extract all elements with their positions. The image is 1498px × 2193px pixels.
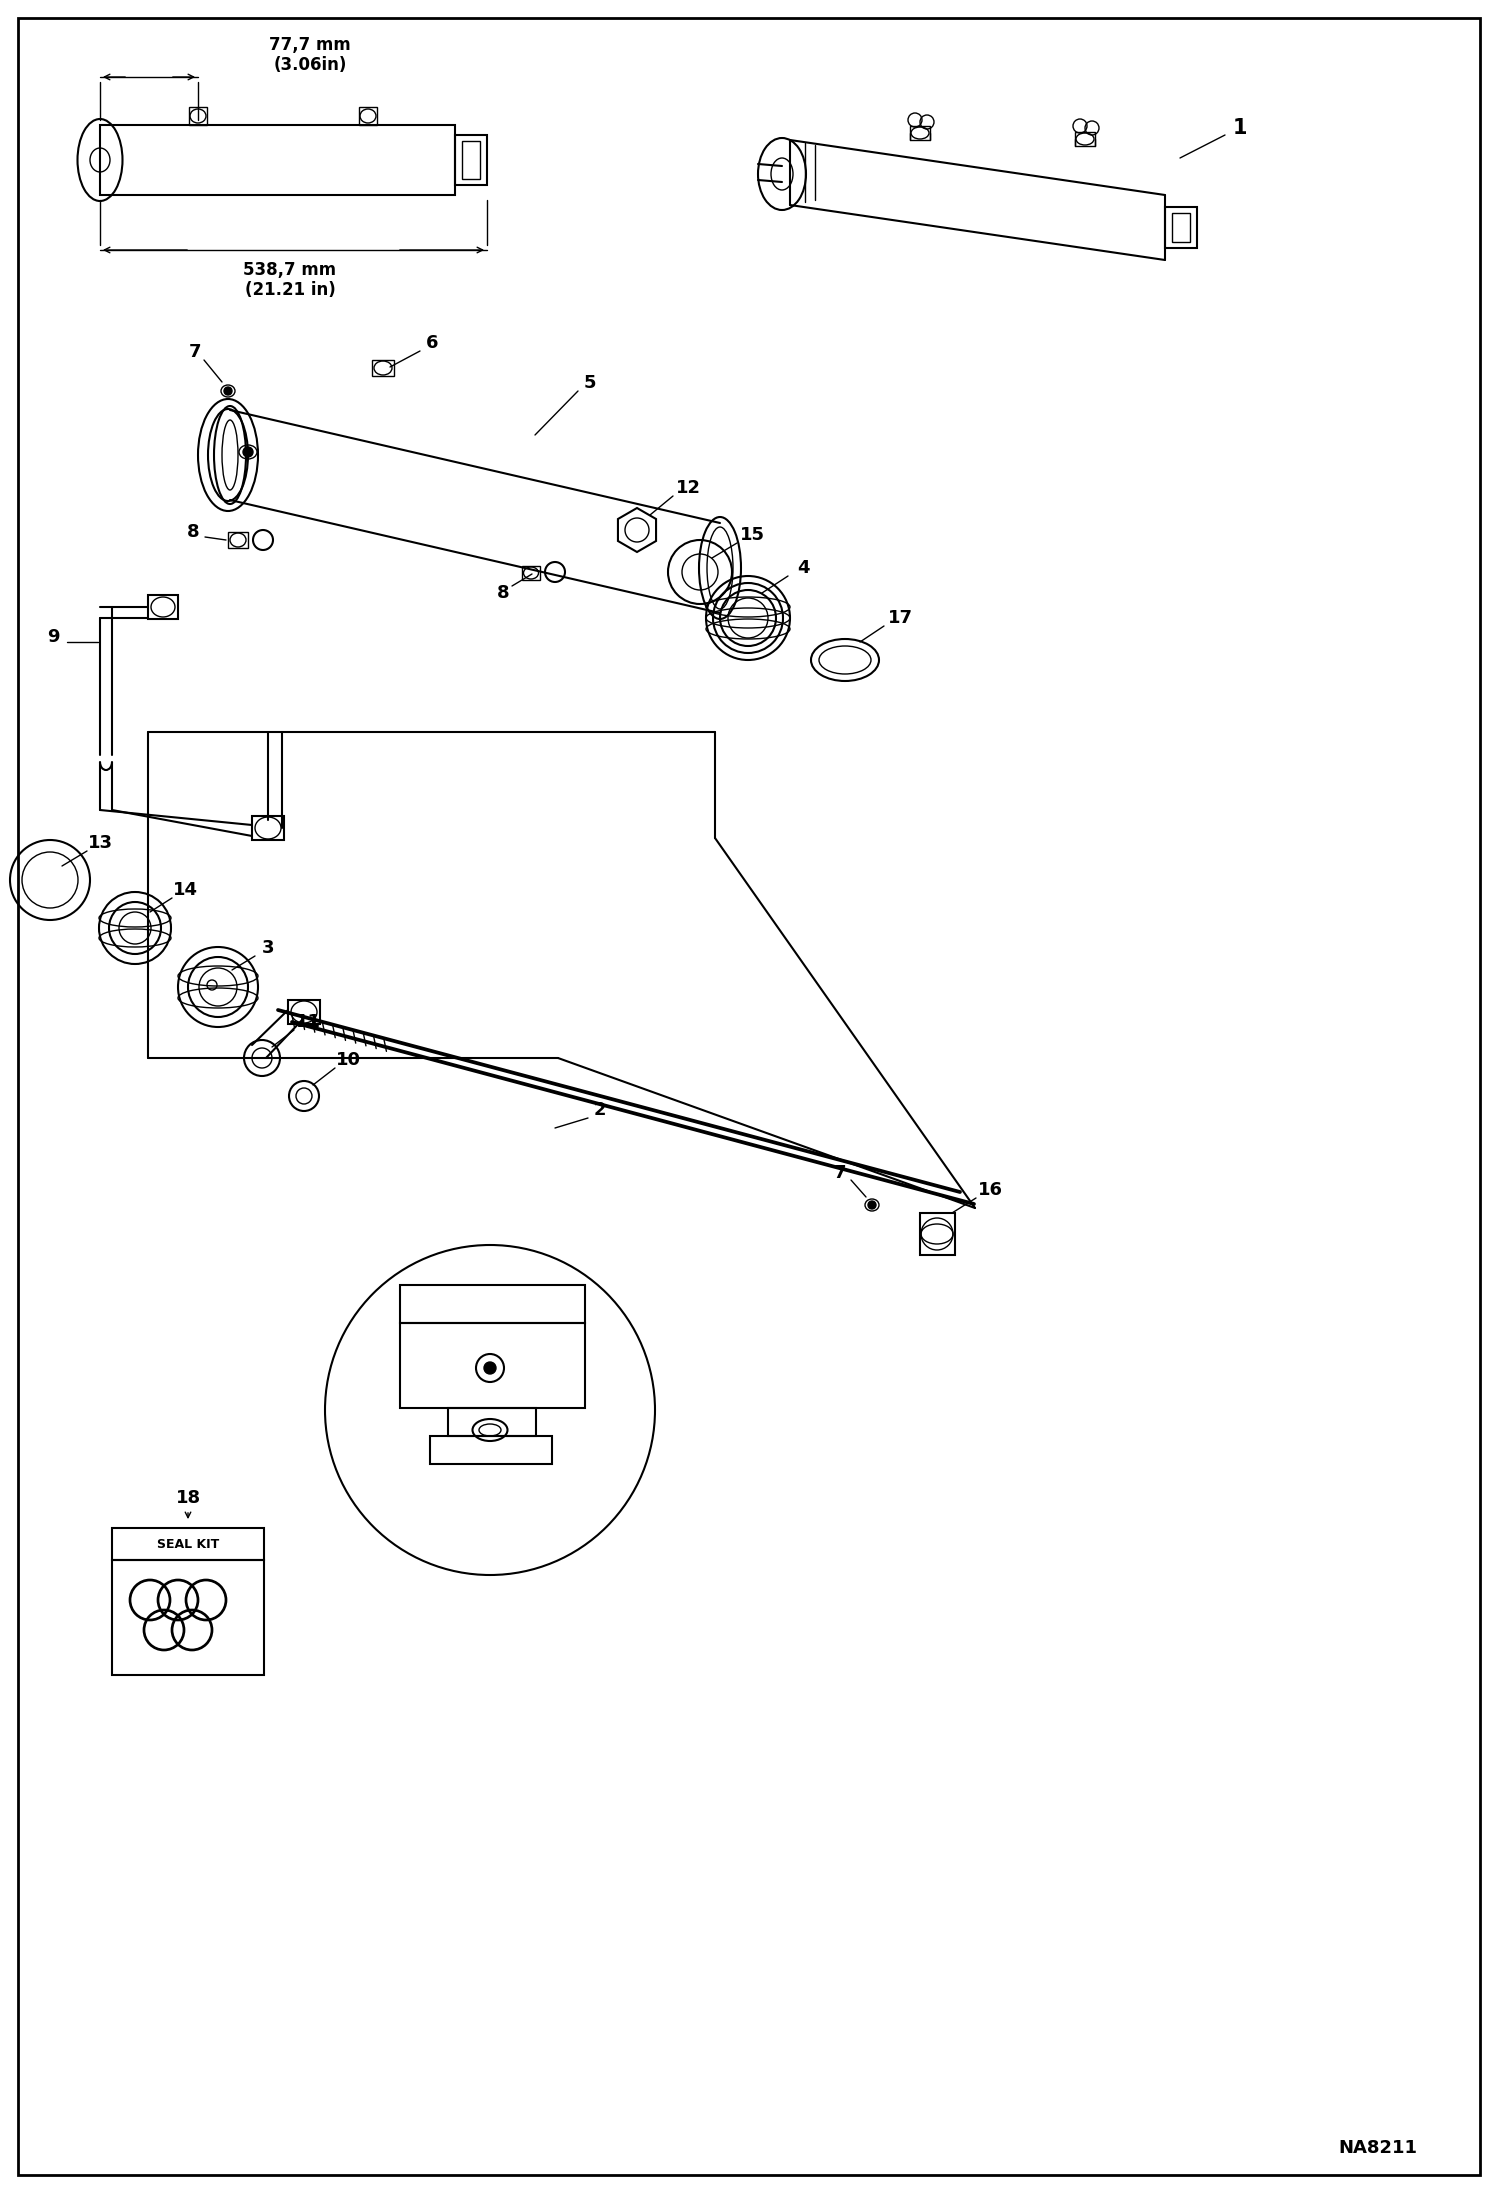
Bar <box>228 533 249 548</box>
Text: 17: 17 <box>887 610 912 627</box>
Text: 14: 14 <box>172 882 198 899</box>
Bar <box>1165 206 1197 248</box>
Text: 77,7 mm
(3.06in): 77,7 mm (3.06in) <box>270 35 351 75</box>
Text: 5: 5 <box>584 375 596 393</box>
Bar <box>112 1529 264 1559</box>
Text: 15: 15 <box>740 526 764 544</box>
Bar <box>521 566 539 579</box>
Text: 1: 1 <box>1233 118 1248 138</box>
Bar <box>1171 213 1189 241</box>
Bar <box>455 136 487 184</box>
Text: 13: 13 <box>87 833 112 853</box>
Text: 10: 10 <box>336 1050 361 1068</box>
Bar <box>360 107 377 125</box>
Bar <box>430 1436 551 1465</box>
Circle shape <box>867 1202 876 1208</box>
Text: 9: 9 <box>46 627 60 647</box>
Text: NA8211: NA8211 <box>1339 2138 1417 2158</box>
Circle shape <box>225 386 232 395</box>
Text: 3: 3 <box>262 939 274 956</box>
Bar <box>252 816 285 840</box>
Text: 16: 16 <box>978 1182 1002 1200</box>
Bar <box>1076 132 1095 147</box>
Text: 8: 8 <box>187 522 199 542</box>
Text: 2: 2 <box>593 1101 607 1118</box>
Text: 18: 18 <box>175 1489 201 1507</box>
Text: 8: 8 <box>497 583 509 603</box>
Text: 4: 4 <box>797 559 809 577</box>
Text: SEAL KIT: SEAL KIT <box>157 1537 219 1550</box>
Bar <box>461 140 479 180</box>
Bar <box>920 1213 956 1254</box>
Bar <box>148 594 178 618</box>
Circle shape <box>484 1362 496 1375</box>
Text: 538,7 mm
(21.21 in): 538,7 mm (21.21 in) <box>244 261 337 300</box>
Text: 7: 7 <box>189 342 201 362</box>
Bar <box>372 360 394 375</box>
Bar <box>909 125 930 140</box>
Bar <box>448 1408 536 1436</box>
Bar <box>400 1322 586 1408</box>
Bar <box>100 125 455 195</box>
Text: 7: 7 <box>834 1164 846 1182</box>
Bar <box>400 1285 586 1322</box>
Bar <box>288 1000 321 1024</box>
Bar <box>189 107 207 125</box>
Text: 6: 6 <box>425 333 439 353</box>
Circle shape <box>243 447 253 456</box>
Text: 11: 11 <box>295 1013 321 1031</box>
Text: 12: 12 <box>676 478 701 498</box>
Bar <box>112 1559 264 1675</box>
